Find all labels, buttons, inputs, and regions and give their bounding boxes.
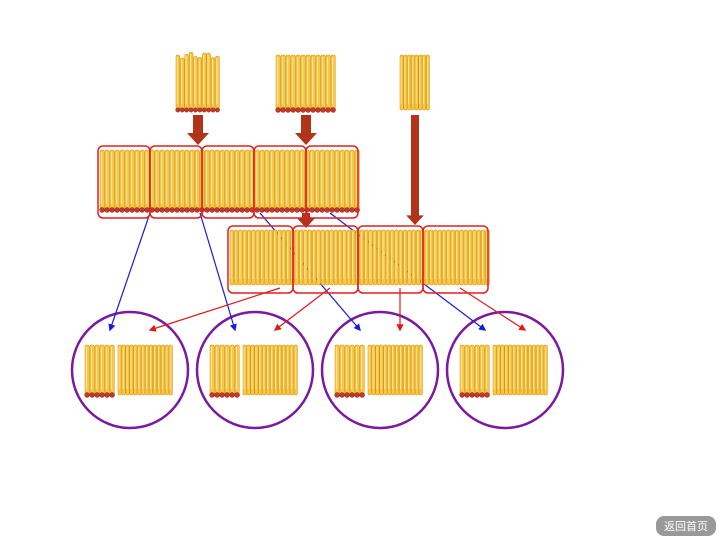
diagram bbox=[0, 0, 720, 540]
return-home-button[interactable]: 返回首页 bbox=[656, 516, 716, 536]
